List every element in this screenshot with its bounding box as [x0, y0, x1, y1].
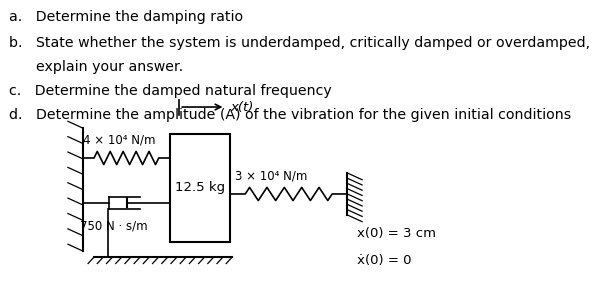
Text: a.   Determine the damping ratio: a. Determine the damping ratio [9, 10, 243, 25]
Text: x(0) = 3 cm: x(0) = 3 cm [356, 227, 436, 240]
Text: 3 × 10⁴ N/m: 3 × 10⁴ N/m [235, 170, 307, 183]
Bar [170, 134, 230, 242]
Text: 4 × 10⁴ N/m: 4 × 10⁴ N/m [82, 133, 155, 147]
Text: x(t): x(t) [230, 101, 253, 113]
Text: c.   Determine the damped natural frequency: c. Determine the damped natural frequenc… [9, 84, 331, 98]
Text: 12.5 kg: 12.5 kg [175, 181, 225, 195]
Text: ẋ(0) = 0: ẋ(0) = 0 [356, 254, 411, 267]
Text: b.   State whether the system is underdamped, critically damped or overdamped,: b. State whether the system is underdamp… [9, 36, 590, 50]
Text: d.   Determine the amplitude (A) of the vibration for the given initial conditio: d. Determine the amplitude (A) of the vi… [9, 108, 571, 122]
Text: explain your answer.: explain your answer. [9, 60, 183, 74]
Text: 750 N · s/m: 750 N · s/m [80, 219, 148, 233]
